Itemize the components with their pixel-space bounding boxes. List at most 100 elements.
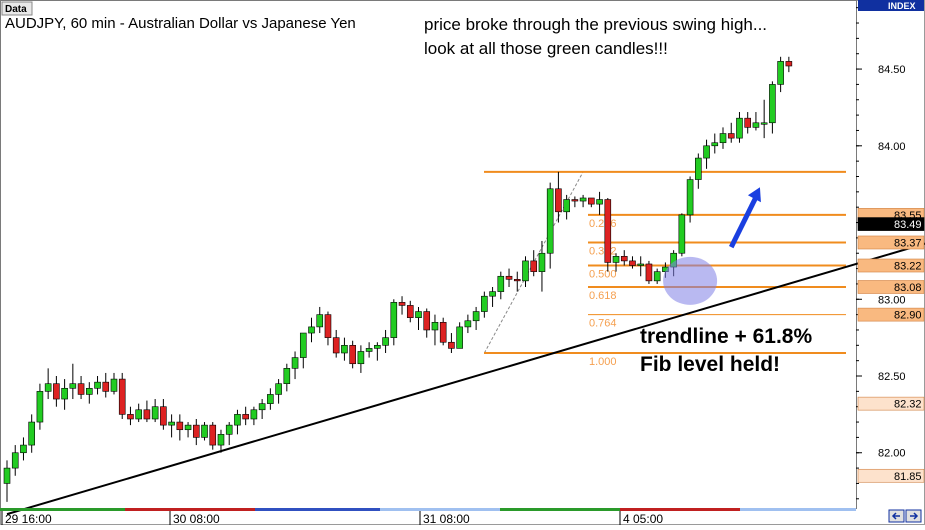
session-bar (620, 508, 740, 511)
data-tab[interactable] (1, 1, 33, 16)
candle-body (69, 383, 77, 389)
candle-body (612, 256, 620, 263)
candle-body (168, 421, 175, 426)
candle-body (785, 61, 793, 67)
session-bar (740, 508, 856, 511)
candle-body (11, 452, 19, 469)
x-axis: 29 16:00 30 08:00 31 08:00 4 05:00 (0, 508, 856, 526)
fib-label-1.000: 1.000 (589, 356, 617, 368)
candle-body (505, 275, 513, 280)
chart-title: AUDJPY, 60 min - Australian Dollar vs Ja… (5, 15, 356, 32)
candle-body (143, 409, 151, 420)
candle-body (571, 199, 579, 202)
candle-body (489, 291, 496, 297)
candle-body (711, 142, 719, 147)
candle-body (234, 414, 241, 426)
candle-body (28, 421, 35, 446)
candle-body (267, 394, 274, 404)
candle-body (374, 345, 381, 349)
candle-body (365, 348, 373, 352)
session-bar (255, 508, 380, 511)
candle-body (324, 314, 332, 338)
candle-body (382, 337, 389, 346)
price-tag-82.90 (857, 307, 925, 322)
candle-body (127, 414, 134, 420)
candle-body (20, 444, 27, 454)
candle-body (3, 467, 11, 484)
candle-body (579, 197, 587, 202)
candle-body (110, 378, 118, 392)
fib-label-0.764: 0.764 (589, 318, 617, 330)
candle-body (555, 188, 562, 213)
candle-body (61, 387, 68, 400)
price-tag-label: 81.85 (894, 471, 922, 483)
y-tick-label: 82.50 (878, 371, 906, 383)
candle-body (176, 421, 184, 431)
candle-body (645, 263, 653, 282)
annotation-held-line1: trendline + 61.8% (640, 325, 812, 348)
candle-body (201, 424, 208, 438)
x-tick-label: 29 16:00 (5, 512, 52, 525)
fib-label-0.500: 0.500 (589, 269, 617, 281)
index-badge (858, 0, 924, 11)
candle-body (283, 368, 291, 384)
candle-body (686, 179, 694, 216)
candle-body (308, 326, 315, 334)
candle-body (299, 332, 307, 358)
candle-body (464, 320, 472, 328)
x-tick-label: 30 08:00 (173, 512, 220, 525)
candle-body (703, 145, 710, 159)
candle-body (497, 275, 505, 292)
candle-body (184, 424, 192, 431)
candle-body (481, 295, 488, 312)
session-bar (0, 508, 125, 511)
price-tag-81.85 (857, 468, 925, 483)
arrow-right-icon[interactable] (905, 509, 922, 523)
candle-body (719, 133, 727, 144)
candle-body (102, 381, 110, 392)
breakout-arrow-head (747, 187, 761, 203)
fib-label-0.236: 0.236 (589, 218, 617, 230)
candle-body (522, 260, 529, 282)
fib-label-0.382: 0.382 (589, 245, 617, 257)
annotation-overlays (6, 187, 925, 516)
candle-body (44, 383, 52, 392)
annotation-breakout-line1: price broke through the previous swing h… (424, 15, 767, 34)
y-tick-label: 84.00 (878, 141, 906, 153)
candle-body (604, 199, 612, 263)
candle-body (538, 252, 546, 272)
candle-body (258, 403, 266, 411)
candle-body (242, 414, 249, 420)
candle-body (94, 381, 101, 389)
candle-body (431, 321, 439, 331)
candle-body (727, 133, 735, 139)
candle-body (192, 424, 200, 438)
y-tick-label: 83.00 (878, 294, 906, 306)
candle-body (752, 122, 760, 128)
candle-body (341, 345, 348, 354)
candle-body (349, 345, 356, 365)
candle-body (423, 311, 431, 331)
index-label: INDEX (888, 1, 916, 11)
candle-body (456, 326, 463, 349)
arrow-left-icon[interactable] (888, 509, 905, 523)
price-tag-label: 83.08 (894, 282, 922, 294)
candle-body (398, 302, 406, 306)
candle-body (596, 199, 603, 205)
trendline (6, 242, 925, 516)
price-tag-83.37 (857, 235, 925, 250)
candle-body (160, 406, 167, 426)
candle-body (472, 311, 480, 322)
candle-body (390, 302, 398, 338)
candle-body (209, 424, 217, 446)
price-tag-83.49 (857, 217, 925, 231)
data-tab-label: Data (5, 4, 27, 15)
candle-body (225, 424, 233, 435)
candle-body (332, 337, 340, 354)
candle-body (36, 391, 44, 423)
price-tag-label: 82.90 (894, 310, 922, 322)
